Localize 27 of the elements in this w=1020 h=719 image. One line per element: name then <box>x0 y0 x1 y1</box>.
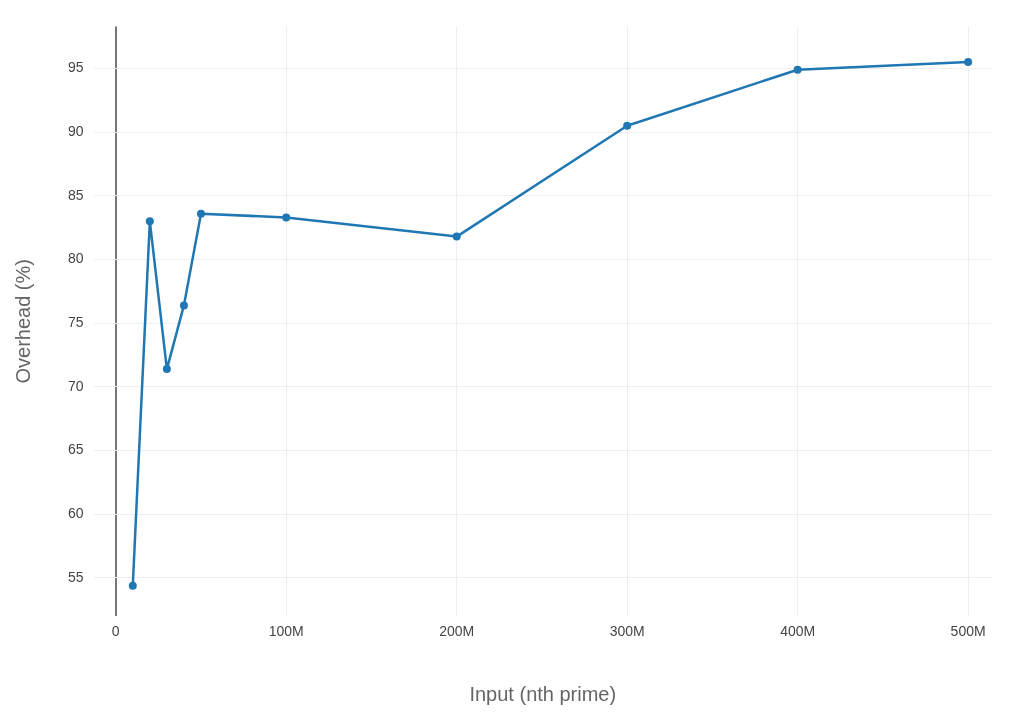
y-tick-label: 75 <box>67 314 84 331</box>
y-tick-label: 85 <box>67 186 84 203</box>
x-tick-label: 500M <box>950 623 986 640</box>
point <box>452 232 461 241</box>
x-tick-label: 100M <box>268 623 304 640</box>
point <box>282 213 291 222</box>
y-tick-label: 60 <box>67 505 84 522</box>
point <box>196 209 205 218</box>
y-tick-label: 65 <box>67 441 84 458</box>
y-tick-label: 80 <box>67 250 84 267</box>
point <box>145 217 154 226</box>
point <box>162 365 171 374</box>
x-axis-title: Input (nth prime) <box>469 682 617 705</box>
point <box>128 581 137 590</box>
x-tick-label: 400M <box>780 623 816 640</box>
y-tick-label: 70 <box>67 377 84 394</box>
y-axis-title: Overhead (%) <box>11 259 34 384</box>
y-tick-label: 95 <box>67 59 84 76</box>
y-tick-label: 55 <box>67 568 84 585</box>
x-tick-label: 300M <box>609 623 645 640</box>
y-tick-label: 90 <box>67 122 84 139</box>
point <box>964 58 973 67</box>
point <box>623 121 632 130</box>
x-tick-label: 0 <box>111 623 120 640</box>
point <box>179 301 188 310</box>
point <box>793 65 802 74</box>
x-tick-label: 200M <box>439 623 475 640</box>
